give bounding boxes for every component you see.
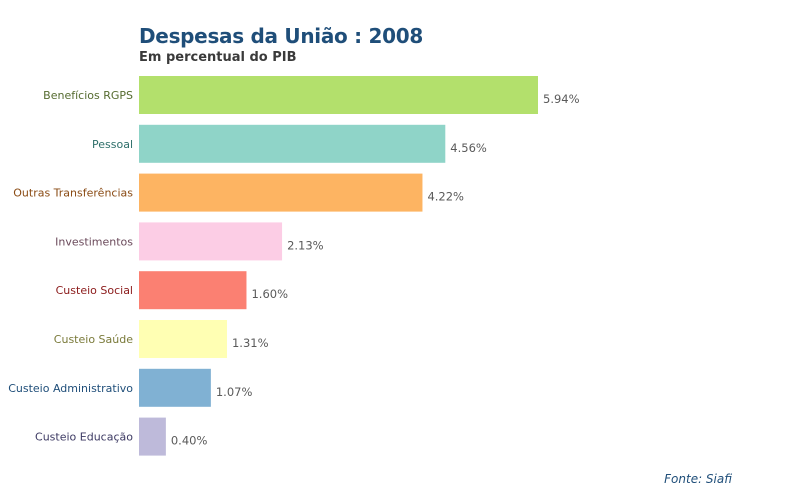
bar [139, 222, 283, 261]
value-label: 1.07% [216, 385, 253, 399]
category-label: Investimentos [55, 235, 133, 248]
category-label: Outras Transferências [13, 187, 133, 200]
chart-title: Despesas da União : 2008 [139, 24, 423, 48]
category-label: Benefícios RGPS [43, 89, 133, 102]
category-label: Custeio Administrativo [8, 382, 133, 395]
value-label: 0.40% [171, 434, 208, 448]
bar [139, 124, 446, 163]
chart-subtitle: Em percentual do PIB [139, 50, 297, 65]
category-label: Custeio Educação [35, 431, 133, 444]
value-label: 4.56% [450, 141, 487, 155]
bar [139, 271, 247, 310]
bar [139, 320, 227, 358]
value-label: 2.13% [287, 238, 324, 252]
source-note: Fonte: Siafi [664, 472, 732, 486]
value-label: 4.22% [427, 190, 464, 204]
bar [139, 417, 166, 456]
value-label: 5.94% [543, 92, 580, 106]
category-label: Pessoal [92, 138, 133, 151]
category-label: Custeio Social [56, 284, 133, 297]
value-label: 1.60% [251, 287, 288, 301]
bar [139, 368, 211, 407]
bar [139, 173, 423, 212]
value-label: 1.31% [232, 336, 269, 350]
category-label: Custeio Saúde [54, 333, 133, 346]
bar [139, 76, 538, 114]
